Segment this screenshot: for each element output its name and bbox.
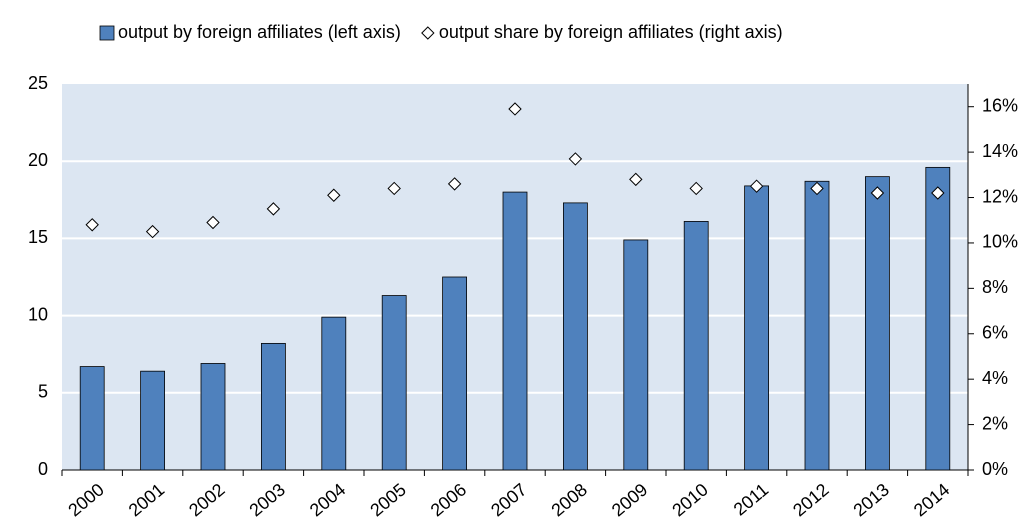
y2-tick-label: 12% <box>982 186 1018 206</box>
x-tick-label: 2008 <box>547 479 591 520</box>
bar <box>563 202 588 471</box>
legend-label: output by foreign affiliates (left axis) <box>118 22 401 42</box>
bar <box>502 191 528 471</box>
y2-tick-label: 0% <box>982 459 1008 479</box>
y2-tick-label: 2% <box>982 413 1008 433</box>
diamond-marker <box>568 152 583 166</box>
x-tick-label: 2003 <box>245 479 289 520</box>
x-tick-label: 2005 <box>366 479 410 520</box>
y-tick-label: 20 <box>28 150 48 170</box>
y-tick-label: 5 <box>38 382 48 402</box>
diamond-marker <box>931 186 945 200</box>
x-tick-label: 2012 <box>789 479 833 520</box>
legend-swatch <box>99 25 115 41</box>
y2-tick-label: 8% <box>982 277 1008 297</box>
y-tick-label: 25 <box>28 73 48 93</box>
bar <box>442 276 468 471</box>
diamond-marker <box>206 215 220 230</box>
bar <box>683 221 709 471</box>
bar <box>200 363 226 471</box>
x-tick-label: 2011 <box>730 479 773 519</box>
x-tick-label: 2000 <box>64 479 108 520</box>
bar <box>804 180 830 471</box>
bar <box>140 370 166 471</box>
y2-tick-label: 6% <box>982 323 1008 343</box>
bar <box>79 366 105 471</box>
bar <box>744 185 769 471</box>
x-tick-label: 2007 <box>487 479 531 520</box>
bar <box>260 342 286 471</box>
diamond-marker <box>327 188 341 202</box>
legend-label: output share by foreign affiliates (righ… <box>439 22 783 42</box>
x-tick-label: 2006 <box>427 479 471 520</box>
x-tick-label: 2001 <box>125 479 169 520</box>
y-tick-label: 0 <box>38 459 48 479</box>
diamond-marker <box>145 224 160 239</box>
diamond-marker <box>508 102 522 116</box>
x-tick-label: 2004 <box>306 479 350 520</box>
diamond-marker <box>749 179 764 193</box>
legend-swatch <box>421 26 435 40</box>
diamond-marker <box>629 172 643 187</box>
y2-tick-label: 4% <box>982 368 1008 388</box>
y-tick-label: 15 <box>28 227 48 247</box>
x-tick-label: 2002 <box>185 479 229 520</box>
x-tick-label: 2010 <box>668 479 712 520</box>
diamond-marker <box>266 202 281 216</box>
bar <box>321 316 347 471</box>
legend: output by foreign affiliates (left axis)… <box>99 22 783 42</box>
bar <box>623 239 649 471</box>
x-tick-label: 2013 <box>849 479 893 520</box>
diamond-marker <box>447 177 462 191</box>
y2-tick-label: 16% <box>982 95 1018 115</box>
x-tick-label: 2014 <box>910 479 954 520</box>
bar <box>925 166 951 471</box>
diamond-marker <box>387 181 401 196</box>
bar <box>865 176 890 471</box>
bar <box>381 295 407 471</box>
y-tick-label: 10 <box>28 304 48 324</box>
diamond-marker <box>870 186 885 200</box>
x-tick-label: 2009 <box>608 479 652 520</box>
y2-tick-label: 10% <box>982 232 1018 252</box>
y2-tick-label: 14% <box>982 141 1018 161</box>
diamond-marker <box>689 181 703 196</box>
diamond-marker <box>85 218 99 232</box>
diamond-marker <box>810 181 824 196</box>
